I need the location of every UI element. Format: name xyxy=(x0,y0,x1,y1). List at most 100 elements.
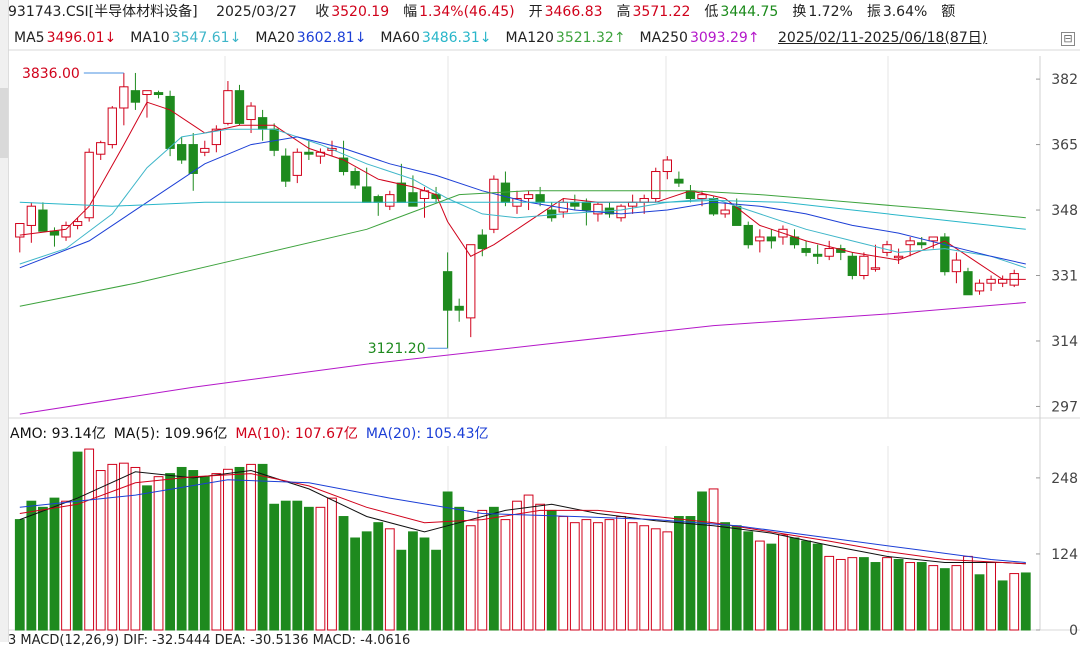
candle-body xyxy=(477,234,487,250)
candle-body xyxy=(489,178,499,230)
candle-body xyxy=(755,236,765,242)
volume-bar xyxy=(569,522,580,631)
ma-legend-entry[interactable]: MA5 3496.01↓ xyxy=(14,30,116,46)
ma-legend-entry[interactable]: MA120 3521.32↑ xyxy=(506,30,626,46)
quote-field: 幅 1.34%(46.45) xyxy=(403,4,514,20)
volume-bar xyxy=(95,470,106,631)
price-y-tick-label: 365 xyxy=(1051,138,1078,154)
ma-legend-entry[interactable]: MA20 3602.81↓ xyxy=(255,30,366,46)
price-y-tick-label: 348 xyxy=(1051,203,1078,219)
candle-body xyxy=(385,194,395,207)
volume-bar xyxy=(38,506,48,631)
quote-field-label: 开 xyxy=(528,4,543,20)
quote-field-label: 振 xyxy=(866,4,881,20)
volume-bar xyxy=(824,555,835,631)
candle-body xyxy=(801,248,811,253)
candle-body xyxy=(177,144,187,161)
candle-body xyxy=(350,171,360,186)
candle-body xyxy=(304,151,314,155)
collapse-icon[interactable]: ⊟ xyxy=(1061,32,1075,46)
candle-body xyxy=(442,271,453,311)
candle-body xyxy=(951,259,962,273)
ma-legend-value: 3602.81↓ xyxy=(296,30,367,46)
candle-body xyxy=(84,151,94,219)
candle-body xyxy=(246,105,256,121)
volume-bar xyxy=(223,468,233,631)
volume-legend-label: MA(20): xyxy=(365,426,426,442)
candle-body xyxy=(974,282,985,292)
candle-body xyxy=(96,142,106,155)
candle-body xyxy=(338,157,349,173)
volume-y-tick-label: 248 xyxy=(1051,471,1078,487)
volume-bar xyxy=(373,522,384,631)
candle-body xyxy=(547,209,557,219)
candle-body xyxy=(627,201,638,207)
volume-y-tick-label: 124 xyxy=(1051,547,1078,563)
volume-bar xyxy=(581,519,592,631)
volume-bar xyxy=(743,531,754,631)
volume-bar xyxy=(812,543,823,631)
left-sidebar-tab[interactable] xyxy=(0,88,8,158)
ma-line-ma10 xyxy=(19,128,1026,269)
volume-bar xyxy=(303,506,314,631)
volume-bar xyxy=(974,574,985,631)
candle-body xyxy=(928,236,938,242)
candle-body xyxy=(408,192,418,207)
candle-body xyxy=(373,196,383,203)
volume-bar xyxy=(604,519,615,631)
volume-bar xyxy=(396,549,407,631)
candle-body xyxy=(824,248,834,257)
candle-body xyxy=(847,255,857,277)
ma-legend-value: 3547.61↓ xyxy=(171,30,242,46)
quote-field-value: 1.34%(46.45) xyxy=(419,4,515,20)
volume-bar xyxy=(49,497,60,631)
quote-field-value: 3571.22 xyxy=(632,4,691,20)
candle-body xyxy=(593,203,603,215)
ma-legend-entry[interactable]: MA60 3486.31↓ xyxy=(380,30,491,46)
volume-legend-entry[interactable]: MA(10): 107.67亿 xyxy=(235,426,358,442)
quote-field: 振 3.64% xyxy=(867,4,927,20)
candle-body xyxy=(49,230,60,236)
volume-bar xyxy=(558,516,569,631)
candle-body xyxy=(905,240,915,246)
volume-legend-entry[interactable]: MA(5): 109.96亿 xyxy=(114,426,228,442)
quote-field-label: 幅 xyxy=(403,4,418,20)
volume-ma-line xyxy=(19,479,1026,563)
volume-bar xyxy=(951,565,962,631)
volume-legend-entry[interactable]: AMO: 93.14亿 xyxy=(10,426,106,442)
volume-bar xyxy=(650,528,661,631)
price-y-tick-label: 382 xyxy=(1051,72,1078,88)
candle-body xyxy=(61,224,71,238)
ma-legend-entry[interactable]: MA250 3093.29↑ xyxy=(640,30,760,46)
volume-y-tick-label: 0 xyxy=(1069,623,1078,639)
quote-field: 换 1.72% xyxy=(792,4,852,20)
candle-body xyxy=(581,201,592,211)
candle-body xyxy=(72,221,83,226)
volume-bar xyxy=(789,537,800,631)
candle-body xyxy=(917,242,927,246)
date-range[interactable]: 2025/02/11-2025/06/18(87日) xyxy=(778,30,988,46)
volume-bar xyxy=(685,516,696,631)
candle-body xyxy=(893,255,904,259)
volume-bar xyxy=(315,506,326,631)
volume-bar xyxy=(963,555,973,631)
volume-bar xyxy=(500,519,511,631)
ma-line-ma120 xyxy=(19,190,1026,307)
left-sidebar-strip[interactable] xyxy=(0,0,9,642)
volume-legend-entry[interactable]: MA(20): 105.43亿 xyxy=(366,426,489,442)
ma-legend-value: 3496.01↓ xyxy=(46,30,117,46)
ma-legend-entry[interactable]: MA10 3547.61↓ xyxy=(130,30,241,46)
annotation-low: 3121.20 xyxy=(368,341,426,357)
volume-bar xyxy=(546,509,557,631)
ma-legend-items: MA5 3496.01↓ MA10 3547.61↓ MA20 3602.81↓ MA60 3… xyxy=(14,30,774,46)
ma-legend-value: 3521.32↑ xyxy=(555,30,626,46)
volume-bar xyxy=(766,543,777,631)
volume-bar xyxy=(835,558,846,631)
candle-body xyxy=(940,236,950,273)
volume-bar xyxy=(361,531,372,631)
volume-bar xyxy=(408,531,418,631)
volume-bar xyxy=(662,531,673,631)
volume-bar xyxy=(153,476,164,631)
volume-legend: AMO: 93.14亿 MA(5): 109.96亿 MA(10): 107.67亿… xyxy=(10,425,496,443)
